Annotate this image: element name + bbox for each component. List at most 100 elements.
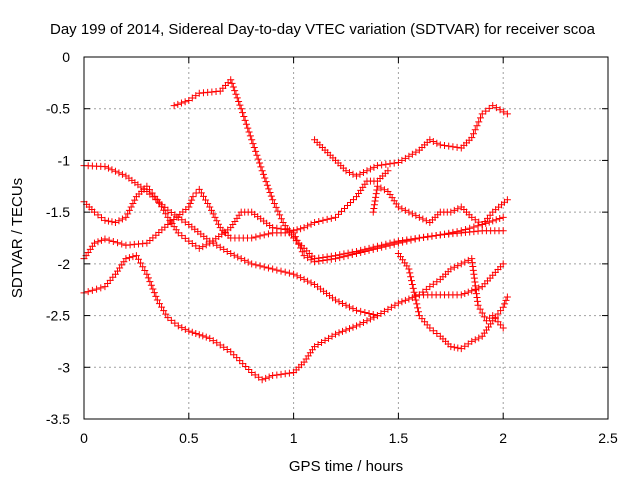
data-point-fill [281,370,289,378]
data-point-fill [150,289,158,297]
data-point-fill [241,116,249,124]
data-point-fill [104,164,112,172]
data-point-fill [433,139,441,147]
data-point-fill [111,167,119,175]
data-point-fill [349,196,357,204]
data-point-fill [408,281,416,289]
data-point-fill [281,268,289,276]
data-point-fill [370,163,378,171]
data-point [352,172,360,180]
y-tick-label: -0.5 [46,101,70,117]
data-point-fill [349,305,357,313]
data-point [248,136,256,144]
x-axis-label: GPS time / hours [289,458,403,475]
data-point-fill [272,203,280,211]
data-point-fill [461,290,469,298]
data-point-fill [361,247,369,255]
data-point-fill [315,257,323,265]
data-point-fill [454,205,462,213]
data-point-fill [232,90,240,98]
data-point [499,227,507,235]
data-point-fill [468,259,476,267]
data-point-fill [293,226,301,234]
data-point-fill [211,213,219,221]
data-point-fill [406,269,414,277]
data-point-fill [380,186,388,194]
data-point-fill [237,255,245,263]
data-point-fill [266,188,274,196]
data-point-fill [346,199,354,207]
data-point-fill [252,147,260,155]
data-point-fill [285,369,293,377]
data-point-fill [478,309,486,317]
data-point-fill [370,204,378,212]
data-point-fill [160,206,168,214]
data-point-fill [474,222,482,230]
data-point [153,296,161,304]
data-point-fill [127,203,135,211]
y-tick-label: -3.5 [46,411,70,427]
data-point-fill [262,178,270,186]
data-point-fill [370,313,378,321]
data-point-fill [476,114,484,122]
data-point-fill [450,343,458,351]
data-point-fill [307,279,315,287]
data-point-fill [202,196,210,204]
data-point-fill [213,217,221,225]
data-point-fill [239,360,247,368]
y-tick-label: -2 [58,256,71,272]
data-point-fill [199,243,207,251]
data-point [258,376,266,384]
data-point [415,213,423,221]
data-point-fill [115,217,123,225]
data-point [101,163,109,171]
data-point-fill [454,344,462,352]
data-point-fill [199,332,207,340]
data-point-fill [413,300,421,308]
data-point [101,235,109,243]
data-point-fill [307,220,315,228]
data-point [227,250,235,258]
data-point [90,239,98,247]
data-point-fill [476,305,484,313]
data-point-fill [356,320,364,328]
data-point-fill [88,286,96,294]
data-point-fill [274,207,282,215]
x-tick-label: 1 [290,430,298,446]
data-point-fill [277,215,285,223]
data-point-fill [345,325,353,333]
data-point-fill [155,199,163,207]
data-point-fill [146,278,154,286]
data-point [290,229,298,237]
data-point-fill [236,357,244,365]
data-point-fill [144,274,152,282]
data-point-fill [125,254,133,262]
y-tick-label: -1 [58,152,71,168]
data-point-fill [408,277,415,285]
data-point-fill [115,169,123,177]
data-point [394,239,402,247]
data-point-fill [422,217,430,225]
data-point-fill [131,196,139,204]
data-point-fill [470,270,478,278]
data-point [468,337,476,345]
data-point-fill [162,310,170,318]
data-point-fill [472,290,480,298]
data-point [499,260,507,268]
data-point-fill [409,284,417,292]
data-point-fill [188,196,196,204]
data-point-fill [470,130,478,138]
data-point-fill [233,94,241,102]
data-point-fill [349,323,357,331]
data-point-fill [254,155,262,163]
data-point-fill [361,308,369,316]
data-point-fill [137,259,145,267]
data-point-fill [245,128,253,136]
data-point-fill [502,296,510,304]
data-point [447,208,455,216]
data-point [170,102,178,110]
y-tick-label: 0 [62,49,70,65]
data-point-fill [264,264,272,272]
data-point-fill [348,251,356,259]
data-point [373,244,381,252]
